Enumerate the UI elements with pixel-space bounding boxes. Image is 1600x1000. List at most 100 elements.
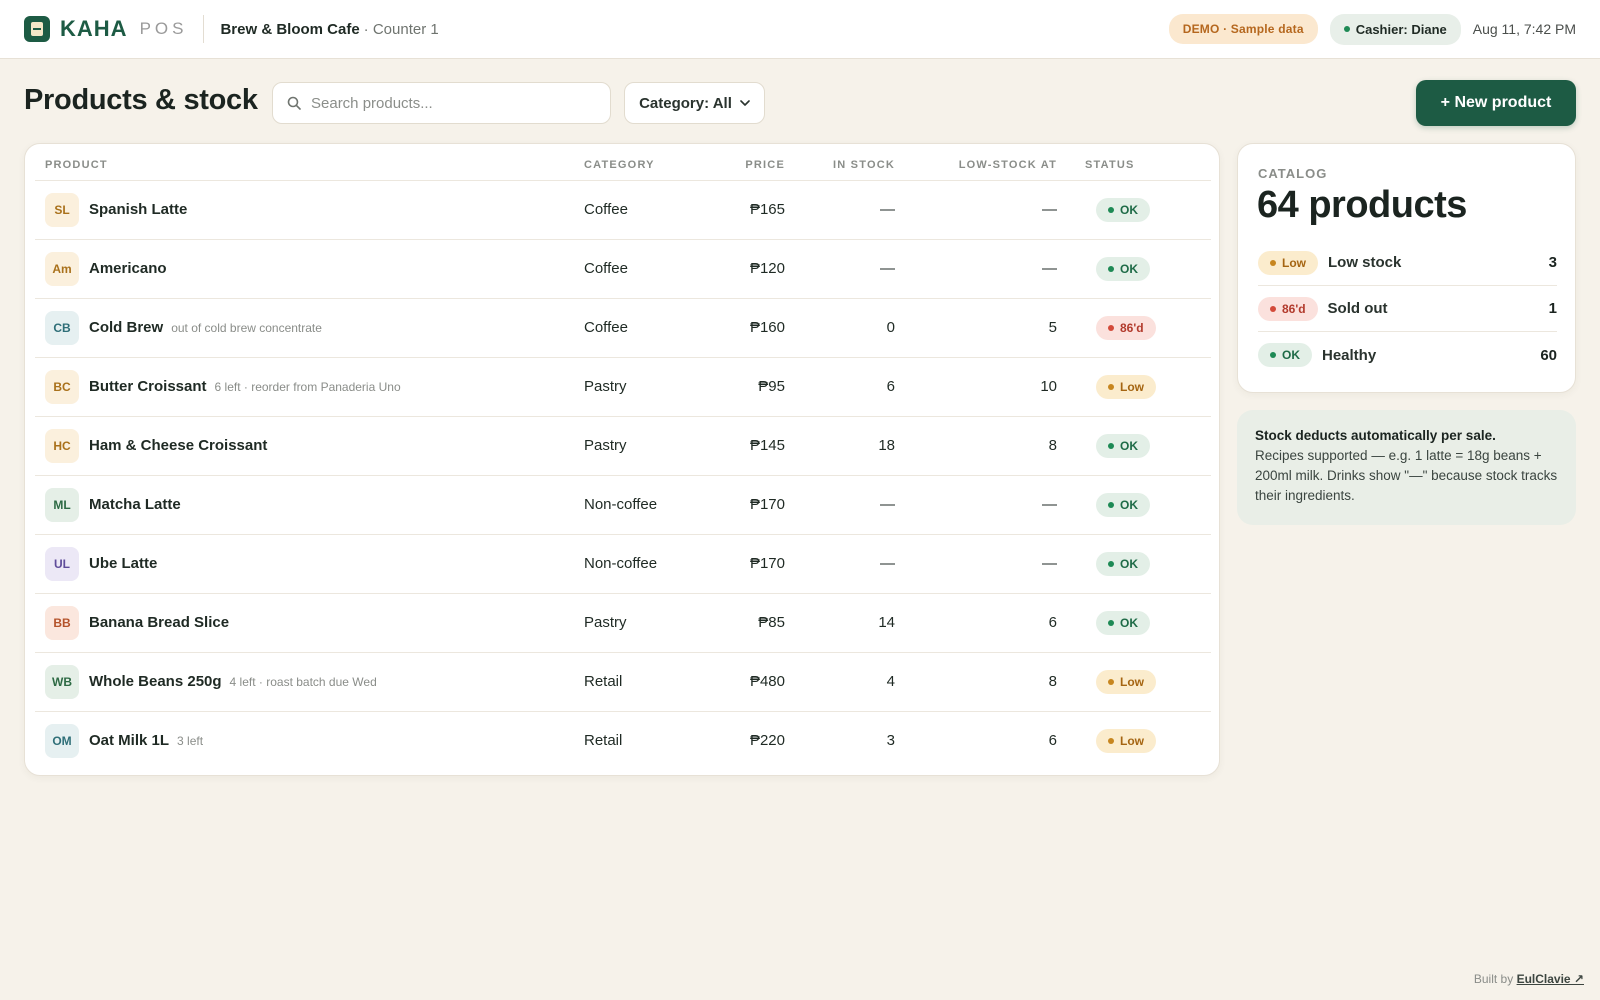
column-header-in-stock[interactable]: IN STOCK — [833, 159, 895, 171]
top-bar: KAHA POS Brew & Bloom Cafe · Counter 1 D… — [0, 0, 1600, 59]
table-row[interactable]: BB Banana Bread Slice Pastry ₱85 14 6 OK — [35, 594, 1211, 653]
product-name: Whole Beans 250g — [89, 673, 222, 690]
stat-label: Low stock — [1328, 254, 1402, 271]
in-stock-cell: 14 — [878, 614, 895, 631]
stat-label: Sold out — [1327, 300, 1388, 317]
price-cell: ₱480 — [749, 673, 785, 690]
product-name-cell: Whole Beans 250g 4 left · roast batch due… — [89, 673, 377, 690]
brand-name: KAHA — [60, 16, 128, 41]
product-name: Banana Bread Slice — [89, 614, 230, 631]
product-name-cell: Matcha Latte — [89, 496, 189, 513]
category-filter-label: Category: All — [639, 94, 732, 112]
stat-row-healthy[interactable]: OK Healthy 60 — [1258, 332, 1557, 378]
stat-count: 3 — [1548, 254, 1557, 271]
status-badge: Low — [1096, 729, 1156, 753]
status-dot-icon — [1108, 207, 1114, 213]
product-name-cell: Ham & Cheese Croissant — [89, 437, 275, 454]
product-name: Ube Latte — [89, 555, 158, 572]
status-dot-icon — [1108, 325, 1114, 331]
status-label: OK — [1120, 616, 1138, 630]
header-divider — [203, 15, 205, 43]
category-filter[interactable]: Category: All — [624, 82, 765, 124]
category-cell: Retail — [584, 673, 623, 690]
column-header-product[interactable]: PRODUCT — [45, 159, 108, 171]
price-cell: ₱120 — [749, 260, 785, 277]
price-cell: ₱170 — [749, 496, 785, 513]
in-stock-cell: 6 — [886, 378, 895, 395]
product-name: Butter Croissant — [89, 378, 207, 395]
table-row[interactable]: Am Americano Coffee ₱120 — — OK — [35, 240, 1211, 299]
info-title: Stock deducts automatically per sale. — [1255, 428, 1496, 443]
status-badge: OK — [1096, 257, 1150, 281]
table-row[interactable]: BC Butter Croissant 6 left · reorder from … — [35, 358, 1211, 417]
product-note: 3 left — [177, 734, 204, 748]
stat-row-sold-out[interactable]: 86'd Sold out 1 — [1258, 286, 1557, 332]
low-stock-at-cell: — — [1042, 496, 1057, 513]
author-link[interactable]: EulClavie ↗ — [1516, 972, 1584, 986]
status-label: OK — [1120, 262, 1138, 276]
search-box[interactable] — [272, 82, 611, 124]
in-stock-cell: 18 — [878, 437, 895, 454]
low-stock-at-cell: — — [1042, 555, 1057, 572]
table-row[interactable]: UL Ube Latte Non-coffee ₱170 — — OK — [35, 535, 1211, 594]
status-label: OK — [1120, 439, 1138, 453]
price-cell: ₱95 — [758, 378, 785, 395]
product-name-cell: Americano — [89, 260, 175, 277]
status-badge: Low — [1096, 670, 1156, 694]
new-product-button[interactable]: + New product — [1416, 80, 1576, 126]
catalog-total: 64 products — [1257, 184, 1467, 226]
product-note: 6 left · reorder from Panaderia Uno — [214, 380, 401, 394]
column-header-category[interactable]: CATEGORY — [584, 159, 655, 171]
status-label: 86'd — [1120, 321, 1144, 335]
table-row[interactable]: CB Cold Brew out of cold brew concentrate C… — [35, 299, 1211, 358]
product-name: Oat Milk 1L — [89, 732, 170, 749]
cashier-badge[interactable]: Cashier: Diane — [1329, 13, 1461, 45]
info-body: Recipes supported — e.g. 1 latte = 18g b… — [1255, 448, 1558, 503]
current-time: Aug 11, 7:42 PM — [1472, 21, 1576, 37]
table-row[interactable]: ML Matcha Latte Non-coffee ₱170 — — OK — [35, 476, 1211, 535]
product-name-cell: Banana Bread Slice — [89, 614, 237, 631]
search-icon — [287, 96, 301, 110]
category-cell: Non-coffee — [584, 496, 658, 513]
price-cell: ₱220 — [749, 732, 785, 749]
stock-info-note: Stock deducts automatically per sale. Re… — [1237, 410, 1576, 525]
status-badge: OK — [1258, 343, 1312, 367]
footer-prefix: Built by — [1473, 972, 1514, 986]
brand-subtitle: POS — [139, 19, 188, 38]
in-stock-cell: 4 — [886, 673, 895, 690]
price-cell: ₱160 — [749, 319, 785, 336]
status-dot-icon — [1108, 738, 1114, 744]
search-input[interactable] — [311, 94, 596, 112]
online-status-icon — [1343, 26, 1350, 32]
stat-row-low-stock[interactable]: Low Low stock 3 — [1258, 240, 1557, 286]
price-cell: ₱145 — [749, 437, 785, 454]
product-name: Ham & Cheese Croissant — [89, 437, 268, 454]
category-cell: Pastry — [584, 437, 627, 454]
column-header-price[interactable]: PRICE — [745, 159, 785, 171]
low-stock-at-cell: 6 — [1048, 732, 1057, 749]
table-row[interactable]: SL Spanish Latte Coffee ₱165 — — OK — [35, 181, 1211, 240]
table-row[interactable]: WB Whole Beans 250g 4 left · roast batch d… — [35, 653, 1211, 712]
product-avatar: HC — [45, 429, 79, 463]
table-row[interactable]: HC Ham & Cheese Croissant Pastry ₱145 18 8 OK — [35, 417, 1211, 476]
status-dot-icon — [1108, 679, 1114, 685]
column-header-status[interactable]: STATUS — [1085, 159, 1135, 171]
in-stock-cell: 0 — [886, 319, 895, 336]
product-avatar: OM — [45, 724, 79, 758]
status-badge: OK — [1096, 552, 1150, 576]
price-cell: ₱165 — [749, 201, 785, 218]
low-stock-at-cell: 5 — [1048, 319, 1057, 336]
product-avatar: CB — [45, 311, 79, 345]
category-cell: Coffee — [584, 260, 628, 277]
price-cell: ₱85 — [758, 614, 785, 631]
status-label: Low — [1120, 734, 1144, 748]
status-dot-icon — [1108, 266, 1114, 272]
column-header-low-stock-at[interactable]: LOW-STOCK AT — [958, 159, 1057, 171]
catalog-summary: CATALOG 64 products Low Low stock 3 86'd… — [1237, 143, 1576, 393]
product-avatar: WB — [45, 665, 79, 699]
status-dot-icon — [1108, 502, 1114, 508]
category-cell: Non-coffee — [584, 555, 658, 572]
table-row[interactable]: OM Oat Milk 1L 3 left Retail ₱220 3 6 Low — [35, 712, 1211, 771]
low-stock-at-cell: 8 — [1048, 437, 1057, 454]
table-header: PRODUCT CATEGORY PRICE IN STOCK LOW-STOC… — [35, 144, 1211, 181]
